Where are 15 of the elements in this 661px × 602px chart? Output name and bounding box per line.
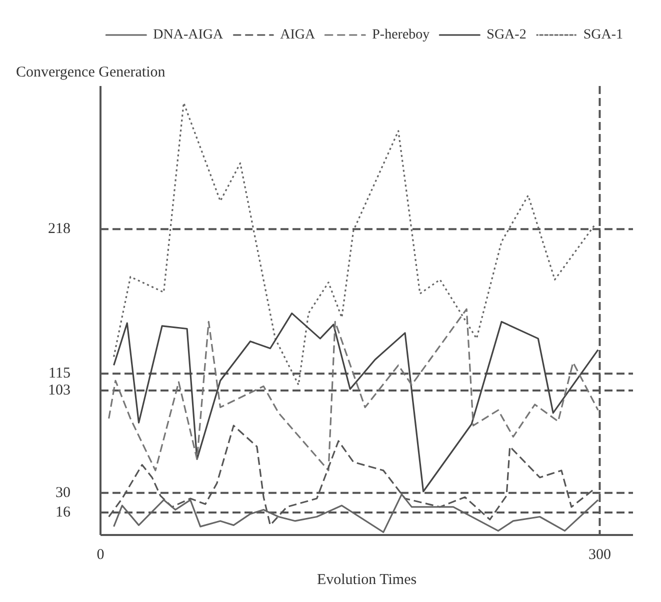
y-axis-title: Convergence Generation — [16, 64, 166, 80]
y-tick-label: 115 — [48, 366, 70, 382]
legend-label: SGA-2 — [486, 28, 526, 43]
line-series — [113, 102, 596, 386]
x-axis-title: Evolution Times — [316, 572, 417, 588]
y-tick-label: 218 — [48, 221, 70, 238]
legend-label: P-hereboy — [372, 28, 430, 43]
legend-label: SGA-1 — [583, 28, 624, 43]
legend-label: DNA-AIGA — [153, 28, 224, 43]
x-tick-label: 0 — [96, 546, 104, 563]
y-tick-label: 103 — [48, 382, 70, 398]
x-tick-label: 300 — [588, 546, 611, 563]
y-tick-label: 16 — [56, 504, 71, 520]
legend-label: AIGA — [280, 28, 316, 43]
y-tick-label: 30 — [56, 484, 70, 501]
